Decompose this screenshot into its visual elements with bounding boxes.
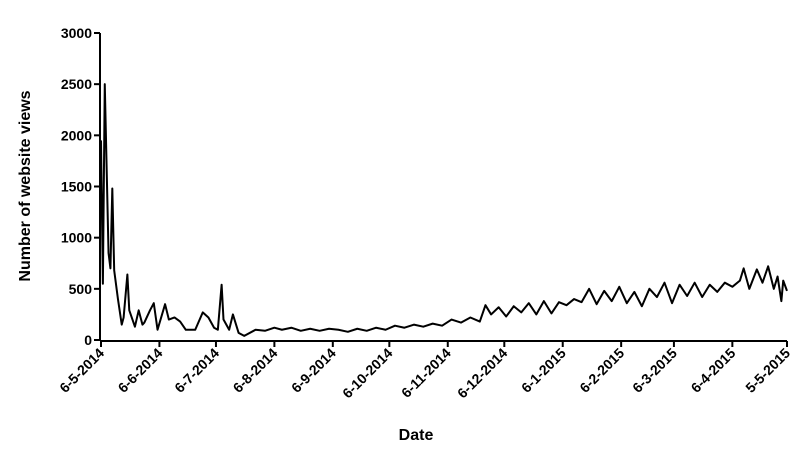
y-tick-label: 500 bbox=[69, 281, 93, 297]
x-tick-label: 6-5-2014 bbox=[56, 345, 107, 396]
x-tick-label: 6-11-2014 bbox=[398, 345, 454, 401]
x-axis-title: Date bbox=[399, 427, 434, 444]
x-tick-label: 6-3-2015 bbox=[629, 345, 680, 396]
x-tick-label: 6-12-2014 bbox=[454, 345, 511, 402]
y-tick-label: 1000 bbox=[61, 230, 92, 246]
y-tick-label: 2000 bbox=[61, 127, 92, 143]
x-tick-label: 6-7-2014 bbox=[171, 345, 222, 396]
x-tick-label: 6-10-2014 bbox=[339, 345, 396, 402]
line bbox=[100, 83, 788, 337]
x-tick-label: 6-6-2014 bbox=[115, 345, 166, 396]
x-tick-label: 6-8-2014 bbox=[230, 345, 281, 396]
x-tick-label: 6-1-2015 bbox=[518, 345, 569, 396]
x-tick-label: 6-2-2015 bbox=[576, 345, 627, 396]
x-tick-label: 5-5-2015 bbox=[742, 345, 793, 396]
x-tick-label: 6-9-2014 bbox=[288, 345, 339, 396]
x-tick-label: 6-4-2015 bbox=[688, 345, 739, 396]
y-tick-label: 1500 bbox=[61, 179, 92, 195]
y-tick-label: 0 bbox=[84, 332, 92, 348]
y-tick-label: 2500 bbox=[61, 76, 92, 92]
y-tick-label: 3000 bbox=[61, 25, 92, 41]
y-axis-title: Number of website views bbox=[17, 90, 34, 281]
